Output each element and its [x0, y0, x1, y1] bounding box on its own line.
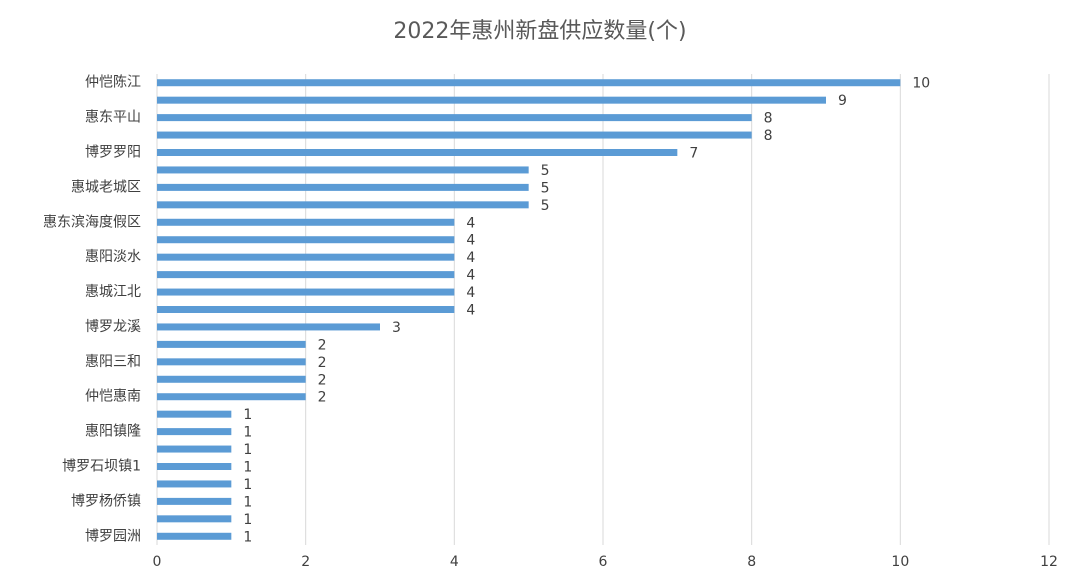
bar [157, 340, 306, 348]
value-label: 2 [318, 372, 327, 388]
value-label: 1 [243, 442, 252, 458]
y-tick-label: 博罗园洲 [85, 527, 141, 544]
value-label: 4 [466, 215, 475, 231]
bar [157, 306, 455, 313]
x-tick-label: 12 [1040, 554, 1058, 570]
bar [157, 183, 529, 191]
bar [157, 96, 826, 104]
x-tick-label: 0 [153, 554, 162, 570]
value-label: 4 [466, 268, 475, 284]
value-label: 1 [243, 425, 252, 441]
value-label: 1 [243, 460, 252, 476]
chart-title: 2022年惠州新盘供应数量(个) [393, 19, 686, 44]
bar [157, 428, 232, 436]
bar [157, 131, 752, 139]
y-tick-label: 博罗杨侨镇 [71, 492, 141, 509]
value-label: 1 [243, 529, 252, 545]
value-label: 2 [318, 390, 327, 406]
y-tick-label: 惠东平山 [85, 110, 141, 126]
value-label: 10 [912, 76, 930, 92]
bar [157, 166, 529, 174]
value-label: 2 [318, 355, 327, 371]
value-label: 5 [541, 180, 550, 196]
y-tick-label: 惠城江北 [85, 284, 141, 300]
y-tick-label: 惠城老城区 [71, 179, 141, 195]
bar [157, 236, 455, 244]
bar [157, 480, 232, 488]
bar [157, 323, 380, 331]
bar [157, 271, 455, 279]
bar [157, 358, 306, 366]
value-label: 9 [838, 93, 847, 109]
y-tick-label: 惠阳镇隆 [85, 424, 141, 440]
bar [157, 410, 232, 418]
bar [157, 445, 232, 453]
x-tick-label: 6 [599, 554, 608, 570]
bar [157, 532, 232, 540]
value-label: 4 [466, 285, 475, 301]
value-label: 1 [243, 407, 252, 423]
y-tick-label: 仲恺惠南 [85, 389, 141, 405]
value-label: 3 [392, 320, 401, 336]
x-tick-label: 10 [891, 554, 909, 570]
bar [157, 114, 752, 122]
value-label: 2 [318, 337, 327, 353]
y-tick-label: 博罗罗阳 [85, 144, 141, 161]
bar [157, 253, 455, 261]
value-label: 1 [243, 477, 252, 493]
x-tick-label: 8 [747, 554, 756, 570]
value-label: 4 [466, 250, 475, 266]
bar [157, 393, 306, 401]
value-label: 5 [541, 163, 550, 179]
y-tick-label: 惠阳淡水 [85, 249, 141, 265]
y-tick-label: 仲恺陈江 [85, 74, 141, 91]
value-label: 1 [243, 512, 252, 528]
bar [157, 375, 306, 383]
value-label: 4 [466, 233, 475, 249]
bar [157, 218, 455, 226]
x-tick-label: 4 [450, 554, 459, 570]
y-tick-label: 惠阳三和 [85, 354, 141, 370]
bar [157, 149, 678, 156]
bar [157, 463, 232, 470]
y-tick-label: 博罗石坝镇1 [62, 458, 141, 475]
value-label: 8 [764, 111, 773, 127]
bar [157, 201, 529, 209]
bar [157, 497, 232, 505]
value-label: 1 [243, 494, 252, 510]
value-label: 7 [689, 146, 698, 162]
y-tick-label: 惠东滨海度假区 [43, 214, 141, 230]
value-label: 8 [764, 128, 773, 144]
bar [157, 515, 232, 523]
bar [157, 79, 901, 87]
x-tick-label: 2 [301, 554, 310, 570]
value-label: 4 [466, 303, 475, 319]
y-tick-label: 博罗龙溪 [85, 318, 141, 335]
value-label: 5 [541, 198, 550, 214]
bar [157, 288, 455, 296]
